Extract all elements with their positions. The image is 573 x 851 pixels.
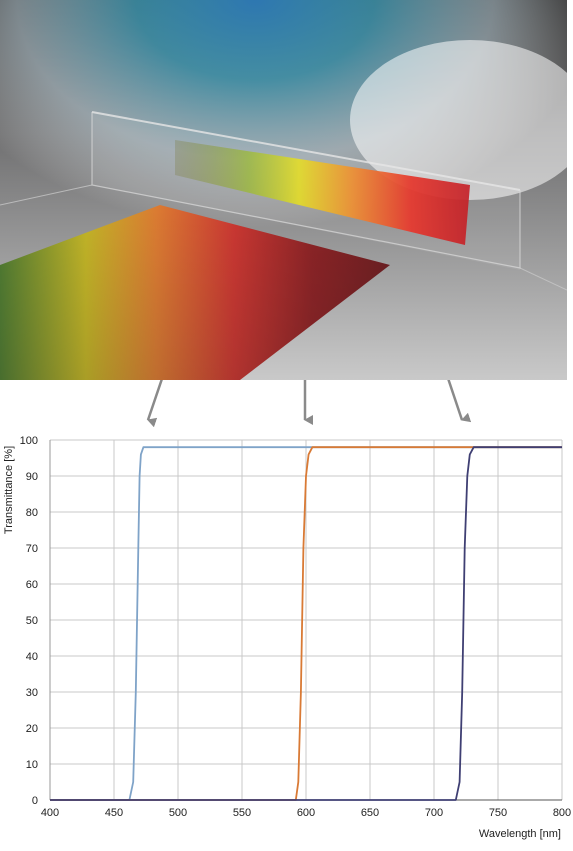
- y-axis-title: Transmittance [%]: [3, 446, 15, 534]
- x-tick-label: 550: [233, 807, 251, 819]
- grid: [49, 439, 563, 801]
- x-tick-label: 750: [489, 807, 507, 819]
- y-tick-label: 30: [26, 687, 38, 699]
- y-tick-label: 90: [26, 471, 38, 483]
- transmittance-chart: 400 450 500 550 600 650 700 750 800 0 10 20 30 40 50 60…: [3, 380, 572, 840]
- gradient-filter-rainbow-photo: [0, 0, 567, 380]
- x-tick-label: 500: [169, 807, 187, 819]
- axis-ticks: 400 450 500 550 600 650 700 750 800 0 10 20 30 40 50 60…: [20, 435, 572, 819]
- y-tick-label: 20: [26, 723, 38, 735]
- y-tick-label: 70: [26, 543, 38, 555]
- series-line-1: [50, 446, 562, 801]
- y-tick-label: 40: [26, 651, 38, 663]
- photo-arrows: [146, 380, 472, 428]
- series: [50, 446, 562, 801]
- x-tick-label: 450: [105, 807, 123, 819]
- arrow-red: [447, 380, 472, 423]
- arrow-blue: [146, 380, 163, 428]
- series-line-2: [50, 446, 562, 801]
- y-tick-label: 50: [26, 615, 38, 627]
- x-tick-label: 700: [425, 807, 443, 819]
- x-axis-title: Wavelength [nm]: [479, 828, 561, 840]
- x-tick-label: 800: [553, 807, 571, 819]
- x-tick-label: 600: [297, 807, 315, 819]
- x-tick-label: 400: [41, 807, 59, 819]
- y-tick-label: 80: [26, 507, 38, 519]
- y-tick-label: 60: [26, 579, 38, 591]
- x-tick-label: 650: [361, 807, 379, 819]
- series-line-0: [50, 446, 562, 801]
- y-tick-label: 100: [20, 435, 38, 447]
- y-tick-label: 10: [26, 759, 38, 771]
- y-tick-label: 0: [32, 795, 38, 807]
